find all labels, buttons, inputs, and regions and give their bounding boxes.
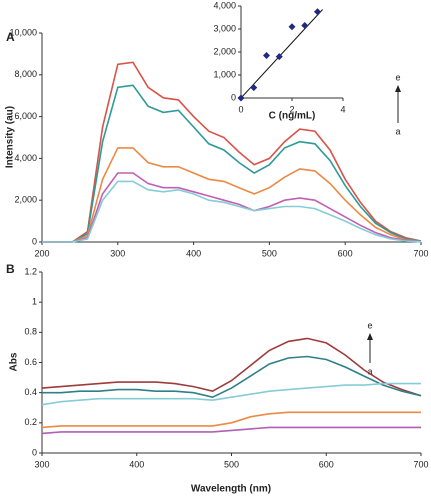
- series-line: [41, 382, 421, 406]
- y-tick-label: 0.4: [24, 387, 37, 397]
- series-line: [42, 84, 422, 243]
- x-tick-label: 700: [413, 248, 428, 258]
- series-line: [41, 337, 422, 397]
- x-tick-label: 200: [34, 248, 49, 258]
- series-line: [42, 355, 422, 399]
- x-tick-label: 500: [224, 459, 239, 469]
- annotation: a: [395, 126, 400, 136]
- arrow-head: [367, 333, 373, 340]
- series-line: [42, 180, 422, 243]
- y-tick-label: 8,000: [14, 69, 37, 79]
- y-tick-label: 4,000: [14, 153, 37, 163]
- y-tick-label: 1.2: [24, 266, 37, 276]
- point: [275, 53, 283, 61]
- y-tick-label: 1,000: [213, 69, 236, 79]
- x-tick-label: 500: [262, 248, 277, 258]
- arrow-head: [395, 85, 401, 92]
- x-axis-label: Wavelength (nm): [191, 484, 271, 495]
- x-tick-label: 4: [340, 104, 345, 114]
- panel-label: B: [6, 262, 15, 276]
- x-tick-label: 600: [338, 248, 353, 258]
- point: [263, 51, 270, 59]
- y-tick-label: 0.2: [24, 417, 37, 427]
- point: [237, 94, 245, 102]
- point: [314, 8, 321, 16]
- y-tick-label: 1: [32, 297, 37, 307]
- x-tick-label: 2: [289, 104, 294, 114]
- series-line: [41, 411, 421, 429]
- x-tick-label: 400: [129, 459, 144, 469]
- x-tick-label: 0: [238, 104, 243, 114]
- y-tick-label: 2,000: [213, 46, 236, 56]
- panel-label: A: [6, 30, 15, 44]
- annotation: e: [367, 320, 372, 330]
- y-tick-label: 3,000: [213, 23, 236, 33]
- x-tick-label: 700: [413, 459, 428, 469]
- x-tick-label: 400: [186, 248, 201, 258]
- y-tick-label: 0: [32, 447, 37, 457]
- annotation: a: [367, 366, 372, 376]
- x-tick-label: 300: [34, 459, 49, 469]
- y-tick-label: 2,000: [14, 195, 37, 205]
- x-tick-label: 600: [319, 459, 334, 469]
- y-tick-label: 0.6: [24, 357, 37, 367]
- y-tick-label: 4,000: [213, 0, 236, 10]
- annotation: e: [395, 72, 400, 82]
- point: [301, 22, 309, 30]
- series-line: [41, 426, 421, 435]
- x-axis-label: C (ng/mL): [269, 111, 316, 122]
- y-axis-label: Abs: [9, 352, 20, 371]
- series-line: [42, 61, 422, 243]
- y-tick-label: 0: [32, 236, 37, 246]
- series-line: [42, 147, 422, 243]
- point: [288, 23, 296, 31]
- y-tick-label: 6,000: [14, 111, 37, 121]
- series-line: [42, 172, 422, 243]
- y-axis-label: Intensity (au): [5, 106, 16, 168]
- y-tick-label: 10,000: [9, 27, 37, 37]
- fit-line: [240, 9, 323, 99]
- point: [250, 84, 258, 92]
- x-tick-label: 300: [110, 248, 125, 258]
- y-tick-label: 0: [231, 92, 236, 102]
- y-tick-label: 0.8: [24, 327, 37, 337]
